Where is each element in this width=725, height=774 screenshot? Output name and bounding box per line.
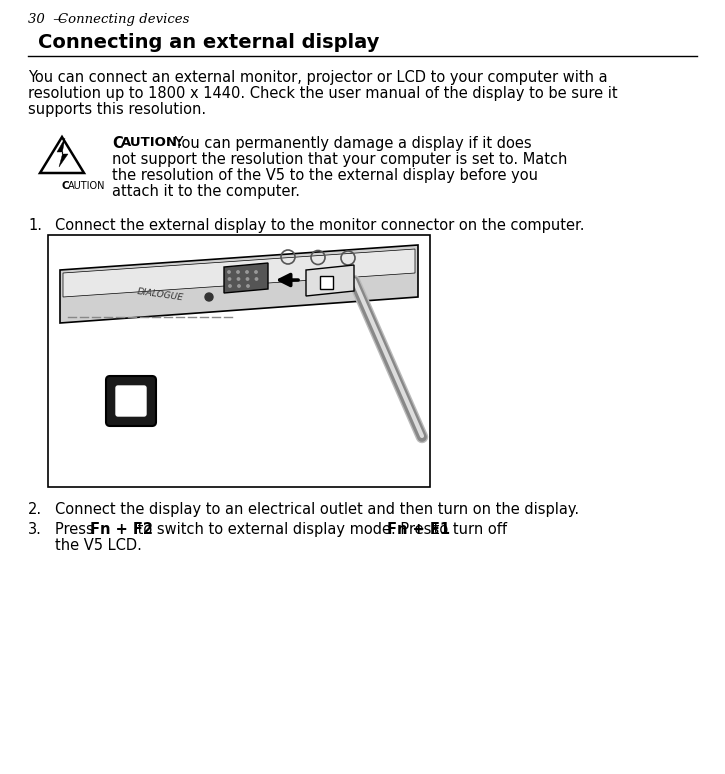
Circle shape	[205, 293, 213, 301]
Text: You can permanently damage a display if it does: You can permanently damage a display if …	[170, 136, 531, 151]
Text: 2.: 2.	[28, 502, 42, 517]
Text: Connect the external display to the monitor connector on the computer.: Connect the external display to the moni…	[55, 218, 584, 233]
Text: Fn + F2: Fn + F2	[91, 522, 154, 537]
Text: DIALOGUE: DIALOGUE	[136, 288, 183, 303]
Text: resolution up to 1800 x 1440. Check the user manual of the display to be sure it: resolution up to 1800 x 1440. Check the …	[28, 86, 618, 101]
Text: 30  —: 30 —	[28, 13, 75, 26]
Text: C: C	[112, 136, 123, 151]
Text: attach it to the computer.: attach it to the computer.	[112, 184, 300, 199]
Text: the resolution of the V5 to the external display before you: the resolution of the V5 to the external…	[112, 168, 538, 183]
Text: 3.: 3.	[28, 522, 42, 537]
Text: the V5 LCD.: the V5 LCD.	[55, 538, 142, 553]
Polygon shape	[57, 138, 68, 167]
Text: C: C	[62, 181, 70, 191]
Text: Fn + F1: Fn + F1	[387, 522, 450, 537]
Circle shape	[255, 278, 257, 280]
Bar	[48, 235, 430, 487]
Circle shape	[254, 271, 257, 273]
Polygon shape	[63, 249, 415, 297]
Polygon shape	[60, 245, 418, 323]
Text: supports this resolution.: supports this resolution.	[28, 102, 206, 117]
Circle shape	[237, 278, 240, 280]
Text: Connecting an external display: Connecting an external display	[38, 33, 379, 52]
Circle shape	[228, 278, 231, 280]
Bar	[320, 276, 333, 289]
Text: AUTION: AUTION	[68, 181, 106, 191]
Text: to switch to external display mode. Press: to switch to external display mode. Pres…	[133, 522, 444, 537]
FancyBboxPatch shape	[116, 386, 146, 416]
Circle shape	[246, 271, 248, 273]
Text: not support the resolution that your computer is set to. Match: not support the resolution that your com…	[112, 152, 568, 167]
Circle shape	[247, 278, 249, 280]
Text: Press: Press	[55, 522, 99, 537]
Text: You can connect an external monitor, projector or LCD to your computer with a: You can connect an external monitor, pro…	[28, 70, 608, 85]
Text: Connecting devices: Connecting devices	[58, 13, 189, 26]
Circle shape	[238, 285, 240, 287]
Text: to turn off: to turn off	[429, 522, 508, 537]
Circle shape	[247, 285, 249, 287]
Circle shape	[229, 285, 231, 287]
Text: Connect the display to an electrical outlet and then turn on the display.: Connect the display to an electrical out…	[55, 502, 579, 517]
Polygon shape	[224, 263, 268, 293]
FancyBboxPatch shape	[106, 376, 156, 426]
Text: AUTION:: AUTION:	[120, 136, 183, 149]
Circle shape	[237, 271, 239, 273]
Text: 1.: 1.	[28, 218, 42, 233]
Polygon shape	[306, 265, 354, 296]
Circle shape	[228, 271, 231, 273]
